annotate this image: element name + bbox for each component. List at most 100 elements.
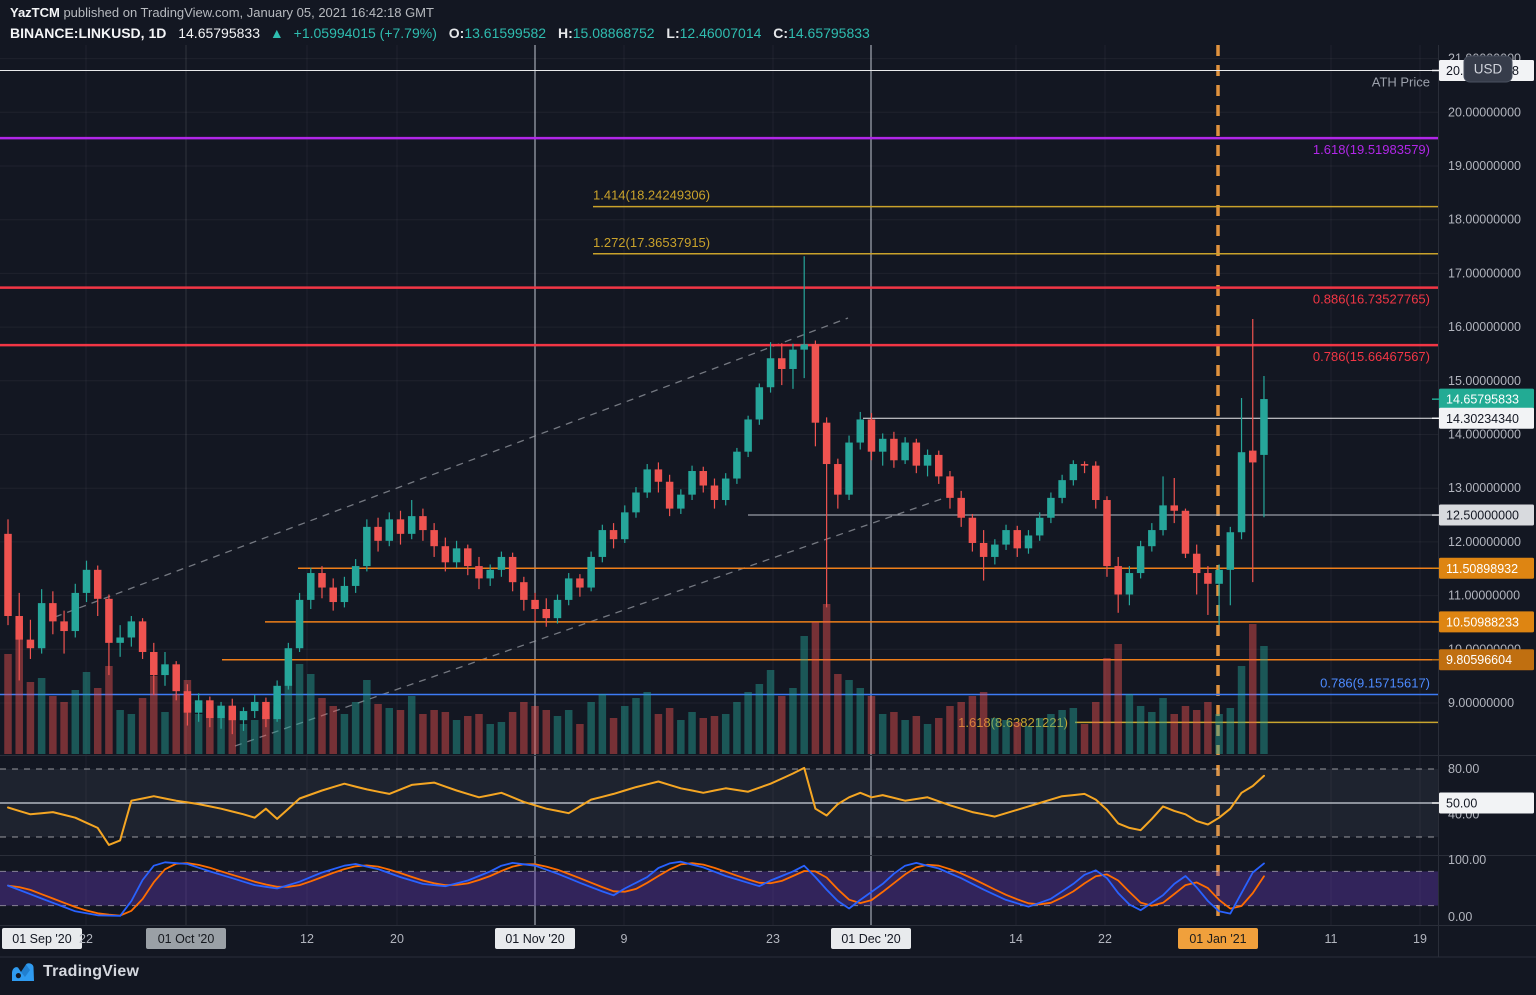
candle-body	[643, 469, 651, 493]
indicator-panes	[0, 766, 1438, 917]
fib-0886-label: 0.886(16.73527765)	[1313, 292, 1430, 307]
candle-body	[1226, 532, 1235, 570]
volume-bar	[553, 716, 562, 754]
candle-body	[49, 603, 57, 622]
volume-bar	[430, 710, 438, 754]
candle-body	[1069, 464, 1078, 481]
price-tick-label: 12.00000000	[1448, 535, 1521, 549]
candle-body	[37, 603, 46, 649]
candle-body	[744, 419, 752, 452]
fib-0786-label: 0.786(15.66467567)	[1313, 349, 1430, 364]
volume-bar	[1192, 710, 1201, 754]
candle-body	[497, 556, 506, 570]
date-label-box	[146, 928, 226, 949]
volume-bar	[1069, 708, 1078, 754]
candle-body	[923, 454, 932, 466]
volume-bar	[890, 712, 898, 754]
volume-bar	[531, 706, 539, 754]
stoch-band-fill	[0, 871, 1438, 906]
volume-bar	[497, 722, 506, 754]
volume-bar	[677, 720, 685, 754]
candle-body	[318, 573, 326, 588]
date-label: 01 Dec '20	[841, 932, 900, 946]
price-badge: 11.50898932	[1446, 562, 1518, 576]
volume-bar	[564, 710, 573, 754]
volume-bar	[385, 708, 394, 754]
candle-body	[845, 442, 853, 495]
candle-body	[486, 569, 494, 579]
volume-bar	[576, 724, 584, 754]
fib-1414-label: 1.414(18.24249306)	[593, 188, 710, 203]
volume-bar	[991, 718, 999, 754]
price-axis[interactable]: 21.0000000020.0000000019.0000000018.0000…	[1432, 52, 1534, 924]
time-tick-label: 23	[766, 932, 780, 946]
candle-body	[430, 530, 438, 547]
candle-body	[1047, 497, 1055, 518]
candle-body	[138, 621, 147, 652]
date-label-box	[2, 928, 82, 949]
levels-layer: ATH Price 1.618(19.51983579) 1.414(18.2424…	[0, 69, 1438, 730]
time-tick-label: 22	[1098, 932, 1112, 946]
low-label: L:	[666, 25, 680, 41]
candle-body	[755, 387, 764, 420]
brand-name: TradingView	[43, 963, 140, 980]
candle-body	[93, 569, 102, 599]
candle-body	[587, 556, 595, 588]
volume-bar	[923, 724, 932, 754]
volume-bar	[1148, 712, 1156, 754]
date-label-box	[831, 928, 911, 949]
volume-bar	[105, 666, 113, 754]
volume-bar	[295, 664, 304, 754]
candle-body	[1002, 530, 1010, 545]
candle-body	[688, 471, 696, 495]
volume-bar	[1080, 724, 1089, 754]
publish-text: published on TradingView.com, January 05…	[59, 5, 434, 20]
candle-body	[508, 556, 517, 583]
price-tick-label: 20.00000000	[1448, 105, 1521, 119]
date-label-box	[495, 928, 575, 949]
time-tick-label: 11	[1325, 932, 1338, 946]
volume-bar	[845, 680, 853, 754]
price-tick-label: 11.00000000	[1448, 589, 1520, 603]
price-badge: 14.65795833	[1446, 393, 1519, 407]
volume-bar	[250, 720, 259, 754]
candle-body	[60, 621, 68, 632]
time-tick-label: 14	[1009, 932, 1023, 946]
volume-bar	[127, 714, 136, 754]
candle-body	[396, 519, 405, 534]
candle-body	[273, 685, 281, 720]
fib-1272-label: 1.272(17.36537915)	[593, 235, 710, 250]
candle-body	[82, 569, 91, 593]
candle-body	[1058, 480, 1066, 498]
currency-button-label: USD	[1474, 62, 1503, 77]
volume-bar	[901, 720, 909, 754]
chart-header: YazTCM published on TradingView.com, Jan…	[10, 4, 870, 43]
tradingview-logo-icon	[12, 963, 34, 981]
volume-bar	[194, 714, 203, 754]
currency-button[interactable]: USD	[1463, 55, 1513, 83]
volume-bar	[878, 714, 887, 754]
up-arrow-icon: ▲	[269, 25, 284, 41]
volume-bar	[912, 716, 921, 754]
candle-body	[609, 530, 618, 540]
candle-body	[991, 544, 999, 557]
volume-bar	[1114, 644, 1122, 754]
volume-bar	[968, 696, 977, 754]
candle-body	[464, 548, 472, 567]
time-axis[interactable]: 01 Sep '20 22 01 Oct '20 12 20 01 Nov '20 9 23 0…	[2, 928, 1427, 949]
candle-body	[71, 592, 80, 632]
candle-body	[710, 485, 719, 501]
volume-bar	[811, 622, 820, 754]
price-tick-label: 16.00000000	[1448, 320, 1521, 334]
volume-bar	[407, 696, 416, 754]
symbol-name: BINANCE:LINKUSD, 1D	[10, 25, 167, 41]
volume-bar	[82, 672, 91, 754]
volume-bar	[475, 714, 483, 754]
volume-bar	[4, 654, 12, 754]
volume-bar	[71, 690, 80, 754]
volume-bar	[1092, 702, 1100, 754]
candle-body	[1170, 505, 1179, 511]
